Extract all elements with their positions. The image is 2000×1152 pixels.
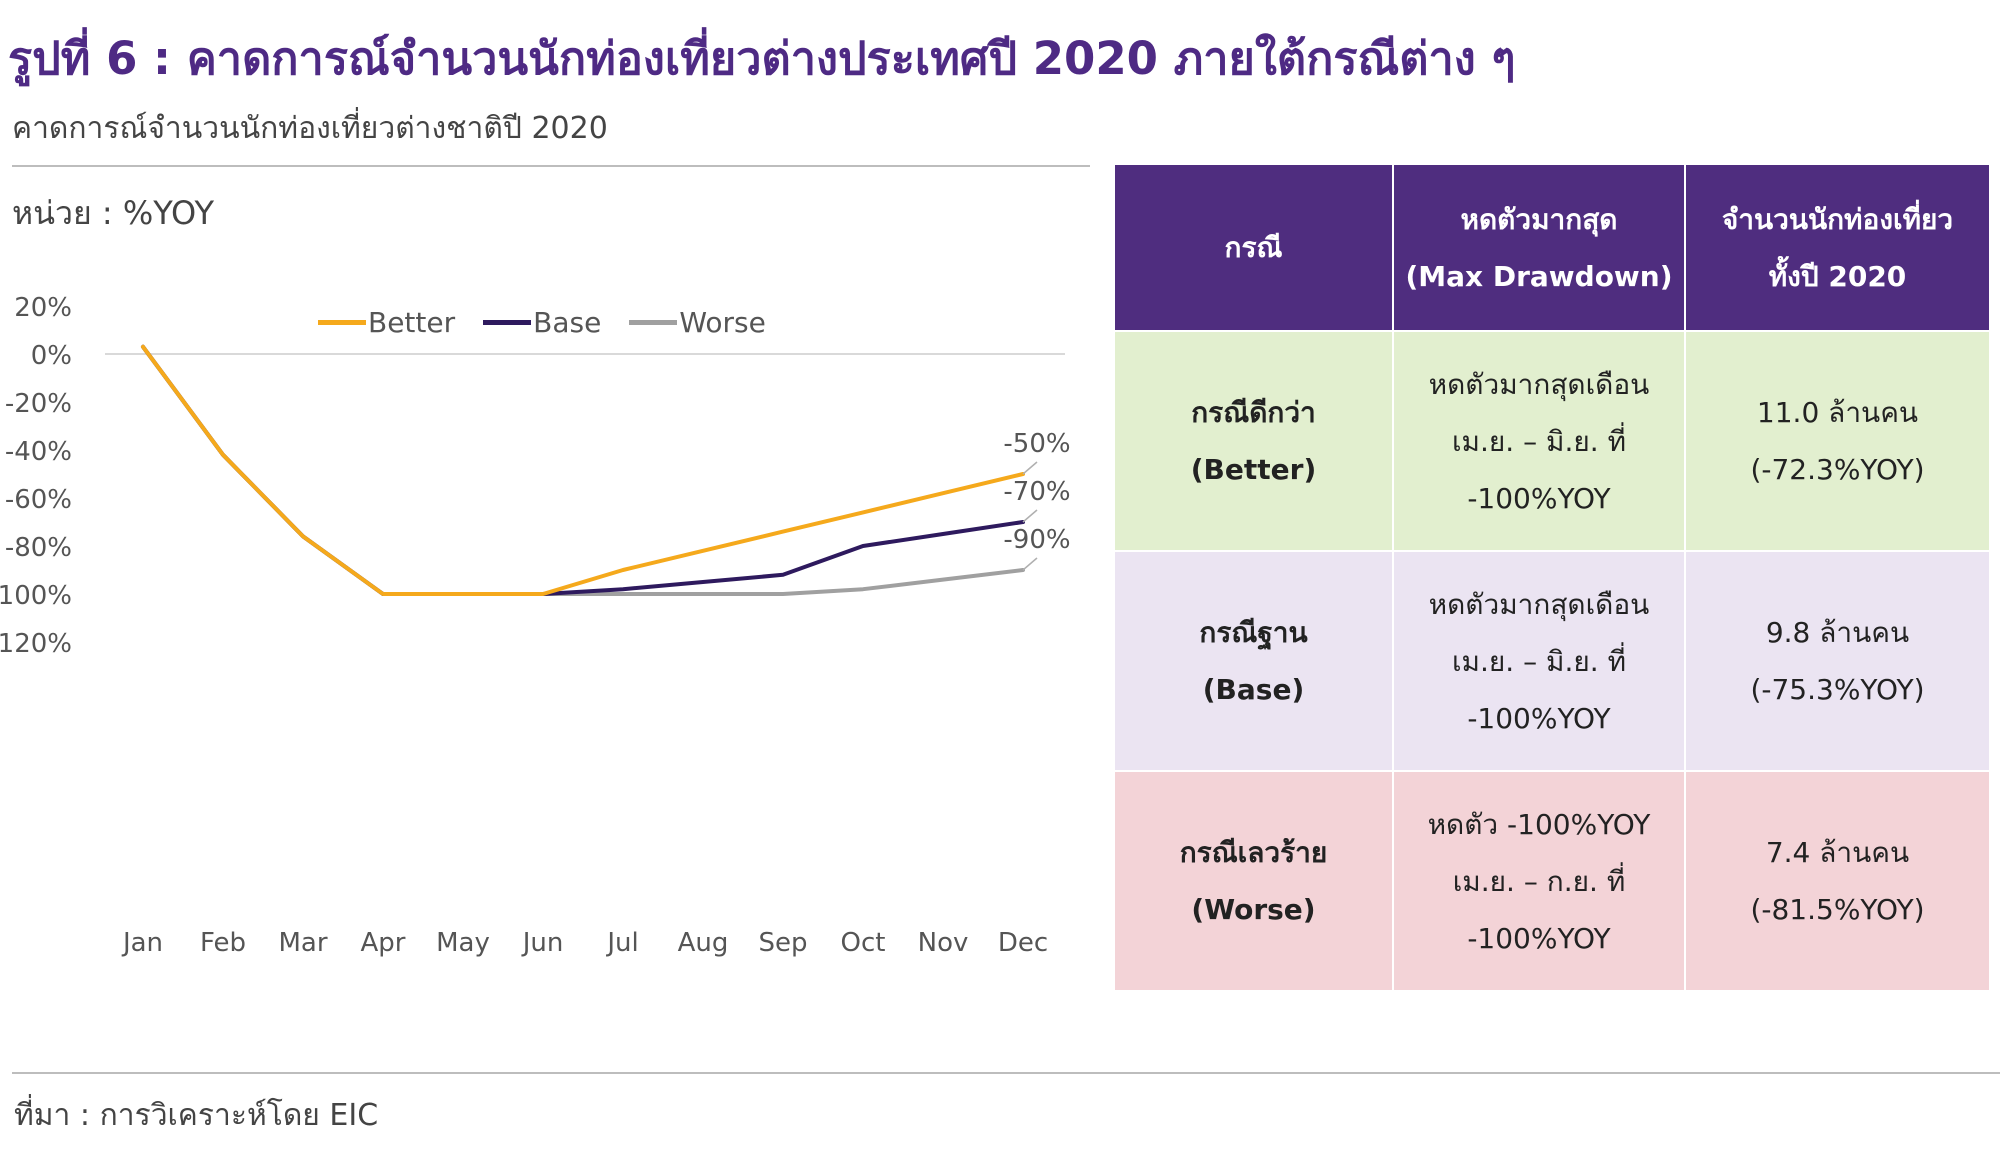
y-axis-unit-label: หน่วย : %YOY <box>12 194 214 232</box>
x-tick-label: Dec <box>998 928 1048 958</box>
header-case: กรณี <box>1113 163 1394 332</box>
legend-item-worse: Worse <box>629 306 766 339</box>
tourists-better: 11.0 ล้านคน (-72.3%YOY) <box>1684 330 1991 552</box>
tourists-yoy: (-72.3%YOY) <box>1750 453 1925 486</box>
legend-swatch-worse <box>629 320 678 325</box>
tourists-base: 9.8 ล้านคน (-75.3%YOY) <box>1684 550 1991 772</box>
end-label-base: -70% <box>1003 477 1070 507</box>
drawdown-line-1: หดตัว -100%YOY <box>1427 807 1651 841</box>
y-tick-label: 20% <box>14 293 72 323</box>
drawdown-line-3: -100%YOY <box>1467 481 1611 515</box>
legend-swatch-base <box>483 320 532 325</box>
page-title: รูปที่ 6 : คาดการณ์จำนวนนักท่องเที่ยวต่า… <box>8 32 1516 85</box>
end-label-leader-better <box>1022 461 1038 475</box>
tourists-count: 9.8 ล้านคน <box>1765 616 1910 649</box>
drawdown-line-3: -100%YOY <box>1467 921 1611 955</box>
case-english: (Better) <box>1190 453 1317 486</box>
series-line-better <box>141 344 1025 596</box>
y-tick-label: -40% <box>5 437 72 467</box>
series-line-base <box>141 344 1025 596</box>
table-header-row: กรณี หดตัวมากสุด (Max Drawdown) จำนวนนัก… <box>1113 163 1991 332</box>
bottom-divider <box>12 1072 2000 1074</box>
drawdown-line-2: เม.ย. – มิ.ย. ที่ <box>1451 644 1627 678</box>
y-tick-label: 120% <box>0 629 72 659</box>
x-tick-label: Nov <box>918 928 969 958</box>
x-tick-label: Oct <box>841 928 886 958</box>
x-tick-label: Jun <box>521 928 564 958</box>
line-chart: 20% 0% -20% -40% -60% -80% 100% 120% Jan Feb Mar Ap… <box>0 293 1071 958</box>
drawdown-base: หดตัวมากสุดเดือน เม.ย. – มิ.ย. ที่ -100%… <box>1392 550 1686 772</box>
drawdown-worse: หดตัว -100%YOY เม.ย. – ก.ย. ที่ -100%YOY <box>1392 770 1686 992</box>
drawdown-line-3: -100%YOY <box>1467 701 1611 735</box>
table-row: กรณีฐาน (Base) หดตัวมากสุดเดือน เม.ย. – … <box>1113 550 1991 772</box>
y-tick-label: -20% <box>5 389 72 419</box>
legend-item-base: Base <box>483 306 601 339</box>
header-max-drawdown: หดตัวมากสุด (Max Drawdown) <box>1392 163 1686 332</box>
case-english: (Base) <box>1202 673 1305 706</box>
x-tick-label: Feb <box>200 928 246 958</box>
drawdown-line-1: หดตัวมากสุดเดือน <box>1428 587 1650 621</box>
table-row: กรณีเลวร้าย (Worse) หดตัว -100%YOY เม.ย.… <box>1113 770 1991 992</box>
case-better: กรณีดีกว่า (Better) <box>1113 330 1394 552</box>
chart-subtitle: คาดการณ์จำนวนนักท่องเที่ยวต่างชาติปี 202… <box>12 111 608 146</box>
chart-legend: Better Base Worse <box>318 306 766 339</box>
legend-label-base: Base <box>533 306 602 339</box>
case-name: กรณีเลวร้าย <box>1179 836 1328 869</box>
legend-label-worse: Worse <box>679 306 766 339</box>
x-tick-label: Apr <box>361 928 406 958</box>
header-case-text: กรณี <box>1224 231 1283 264</box>
case-base: กรณีฐาน (Base) <box>1113 550 1394 772</box>
y-tick-label: 0% <box>31 341 72 371</box>
legend-item-better: Better <box>318 306 455 339</box>
header-drawdown-line-2: (Max Drawdown) <box>1405 259 1673 293</box>
header-drawdown-line-1: หดตัวมากสุด <box>1460 202 1618 236</box>
x-tick-label: Mar <box>278 928 327 958</box>
tourists-count: 7.4 ล้านคน <box>1765 836 1910 869</box>
top-divider <box>12 165 1090 167</box>
y-tick-label: -80% <box>5 533 72 563</box>
legend-swatch-better <box>318 320 366 325</box>
y-tick-label: -60% <box>5 485 72 515</box>
source-note: ที่มา : การวิเคราะห์โดย EIC <box>14 1098 379 1133</box>
drawdown-line-1: หดตัวมากสุดเดือน <box>1428 367 1650 401</box>
tourists-yoy: (-75.3%YOY) <box>1750 673 1925 706</box>
x-tick-label: May <box>436 928 490 958</box>
series-line-worse <box>141 344 1025 596</box>
x-tick-label: Jul <box>605 928 638 958</box>
y-tick-label: 100% <box>0 581 72 611</box>
case-english: (Worse) <box>1191 893 1316 926</box>
case-name: กรณีฐาน <box>1199 616 1308 649</box>
header-tourists-line-1: จำนวนนักท่องเที่ยว <box>1721 202 1954 236</box>
x-tick-label: Jan <box>121 928 163 958</box>
end-label-leader-base <box>1022 509 1038 523</box>
header-tourists-line-2: ทั้งปี 2020 <box>1768 259 1907 293</box>
drawdown-line-2: เม.ย. – ก.ย. ที่ <box>1452 864 1626 898</box>
table-row: กรณีดีกว่า (Better) หดตัวมากสุดเดือน เม.… <box>1113 330 1991 552</box>
tourists-count: 11.0 ล้านคน <box>1756 396 1919 429</box>
end-label-better: -50% <box>1003 429 1070 459</box>
tourists-worse: 7.4 ล้านคน (-81.5%YOY) <box>1684 770 1991 992</box>
end-label-worse: -90% <box>1003 525 1070 555</box>
case-worse: กรณีเลวร้าย (Worse) <box>1113 770 1394 992</box>
header-tourists: จำนวนนักท่องเที่ยว ทั้งปี 2020 <box>1684 163 1991 332</box>
x-tick-label: Aug <box>678 928 729 958</box>
end-label-leader-worse <box>1022 557 1038 571</box>
scenario-table: กรณี หดตัวมากสุด (Max Drawdown) จำนวนนัก… <box>1113 163 1991 992</box>
legend-label-better: Better <box>368 306 456 339</box>
tourists-yoy: (-81.5%YOY) <box>1750 893 1925 926</box>
drawdown-line-2: เม.ย. – มิ.ย. ที่ <box>1451 424 1627 458</box>
drawdown-better: หดตัวมากสุดเดือน เม.ย. – มิ.ย. ที่ -100%… <box>1392 330 1686 552</box>
case-name: กรณีดีกว่า <box>1191 396 1316 429</box>
x-tick-label: Sep <box>758 928 807 958</box>
